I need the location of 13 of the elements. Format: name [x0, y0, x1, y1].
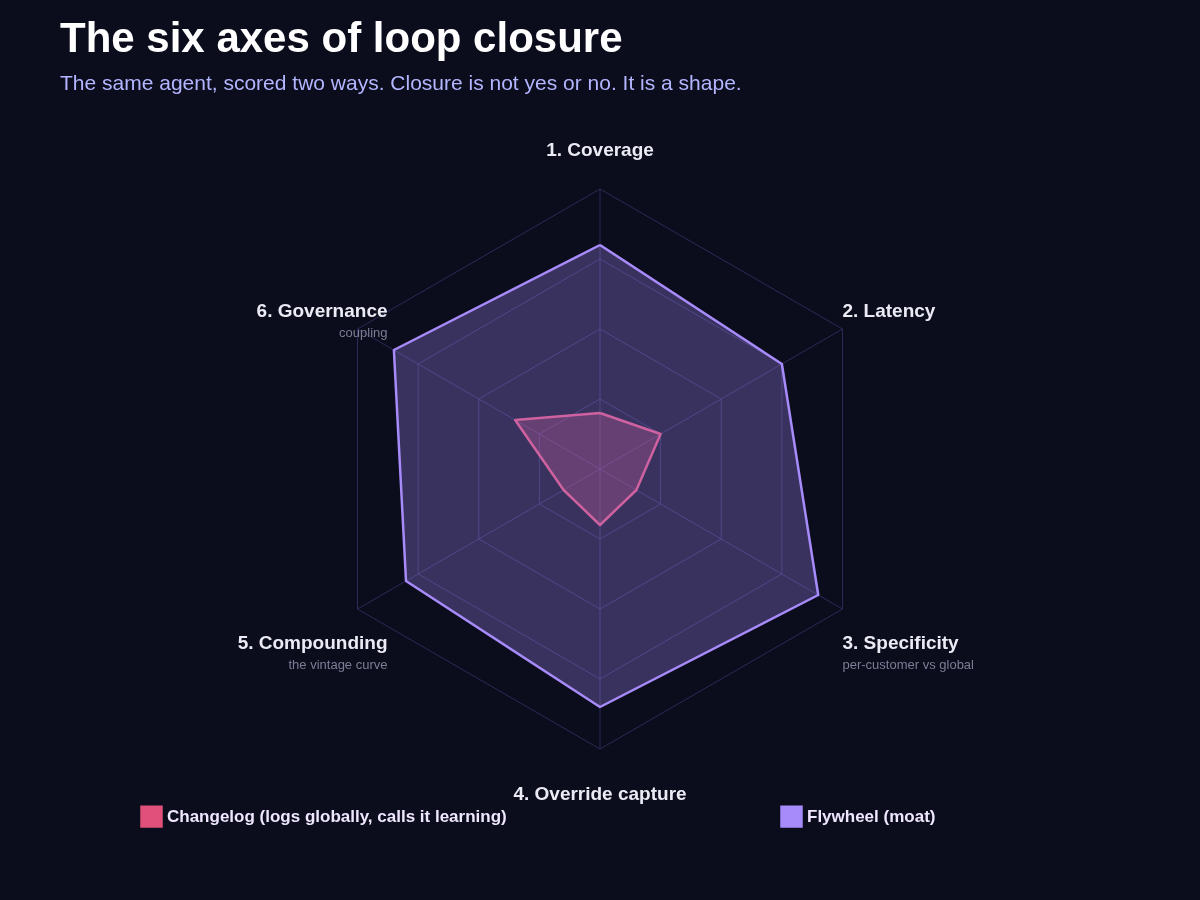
spoke-label: 2. Latency	[842, 300, 936, 321]
spoke-label: 4. Override capture	[513, 782, 687, 804]
spoke-label: 6. Governance	[256, 300, 388, 321]
text: coupling	[339, 325, 388, 340]
spoke-label: 3. Specificity	[842, 632, 960, 653]
spoke-label: 5. Compounding	[237, 632, 388, 653]
spoke-label: 1. Coverage	[546, 138, 654, 160]
chart-subtitle: The same agent, scored two ways. Closure is not yes or no. It is a shape.	[60, 71, 742, 94]
text: the vintage curve	[288, 657, 388, 672]
text: per-customer vs global	[842, 657, 974, 672]
legend-label: Flywheel (moat)	[807, 806, 936, 826]
chart-title: The six axes of loop closure	[60, 14, 623, 61]
legend-label: Changelog (logs globally, calls it learning)	[167, 806, 507, 826]
